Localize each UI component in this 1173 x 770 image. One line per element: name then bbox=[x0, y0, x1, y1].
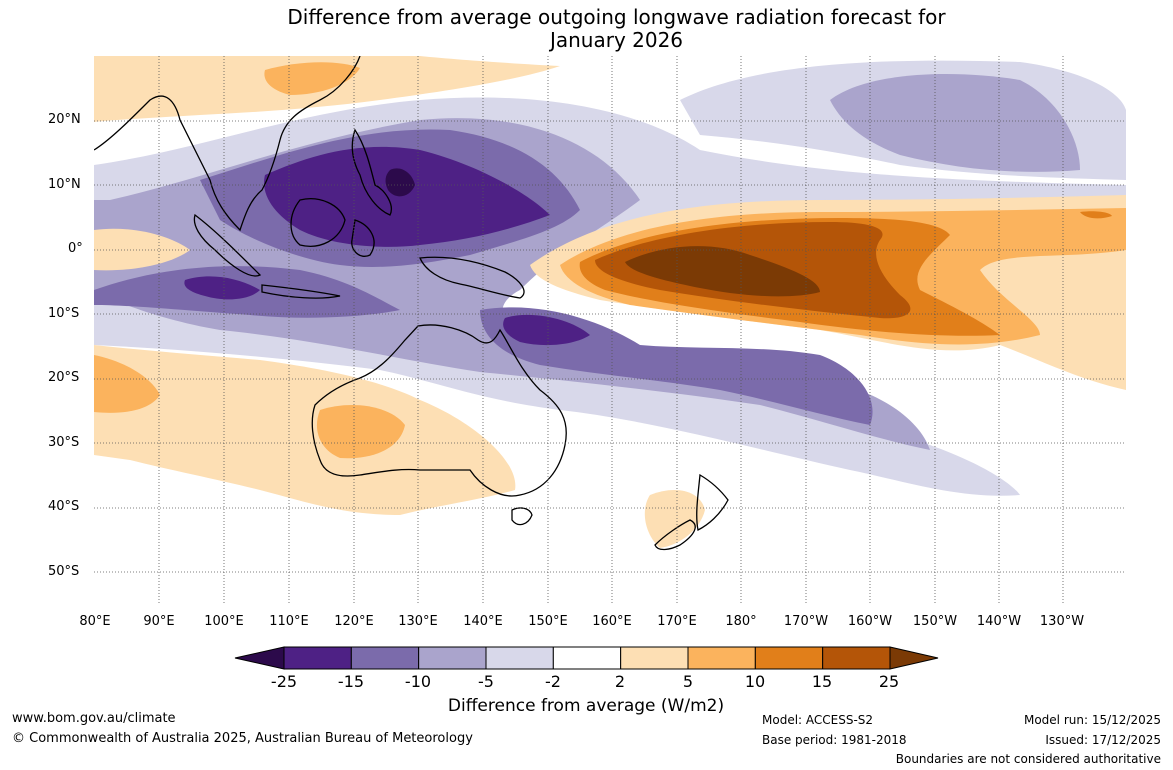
lon-label-150e: 150°E bbox=[528, 614, 568, 629]
colorbar-segment-6 bbox=[620, 646, 689, 670]
map-title-line-2: January 2026 bbox=[549, 28, 684, 52]
australia-coast bbox=[311, 324, 567, 497]
pos-band-light-eq-west bbox=[94, 228, 190, 271]
asia-coast bbox=[94, 56, 361, 232]
tasmania-coast bbox=[511, 507, 533, 526]
colorbar-label: Difference from average (W/m2) bbox=[447, 696, 725, 716]
gridlines bbox=[94, 56, 1126, 605]
lon-label-140e: 140°E bbox=[463, 614, 503, 629]
lon-label-130w: 130°W bbox=[1039, 614, 1085, 629]
footer-website: www.bom.gov.au/climate bbox=[12, 711, 176, 726]
sumatra-coast bbox=[193, 213, 262, 277]
colorbar-tick-6: 2 bbox=[614, 672, 626, 691]
lat-label-20n: 20°N bbox=[48, 112, 81, 127]
neg-core bbox=[264, 146, 550, 247]
anomaly-fields bbox=[94, 56, 1126, 548]
colorbar-tick-8: 10 bbox=[744, 672, 766, 691]
pos-band-medium-indian bbox=[94, 355, 160, 413]
lon-label-120e: 120°E bbox=[334, 614, 374, 629]
lon-label-180: 180° bbox=[725, 614, 757, 629]
philippines-coast bbox=[351, 128, 392, 216]
footer-disclaimer: Boundaries are not considered authoritat… bbox=[895, 752, 1161, 766]
lon-label-130e: 130°E bbox=[398, 614, 438, 629]
colorbar-segment-3 bbox=[418, 646, 487, 670]
neg-band-medium-north bbox=[830, 74, 1080, 172]
colorbar-segment-1 bbox=[283, 646, 352, 670]
neg-extreme bbox=[385, 168, 415, 197]
colorbar-tick-3: -10 bbox=[404, 672, 432, 691]
pos-band-light-nz bbox=[644, 490, 705, 548]
footer-model: Model: ACCESS-S2 bbox=[762, 713, 874, 727]
colorbar-segment-8 bbox=[754, 646, 824, 670]
footer-model-run: Model run: 15/12/2025 bbox=[1023, 713, 1161, 727]
lon-label-100e: 100°E bbox=[204, 614, 244, 629]
lat-label-10n: 10°N bbox=[48, 177, 81, 192]
footer-issued: Issued: 17/12/2025 bbox=[1045, 733, 1161, 747]
colorbar-segment-2 bbox=[350, 646, 420, 670]
lon-label-110e: 110°E bbox=[269, 614, 309, 629]
new-zealand-south bbox=[654, 519, 696, 551]
colorbar-segments bbox=[283, 646, 891, 670]
lat-label-40s: 40°S bbox=[48, 499, 80, 514]
lat-label-0: 0° bbox=[68, 241, 83, 256]
colorbar-segment-4 bbox=[485, 646, 554, 670]
colorbar-tick-1: -25 bbox=[270, 672, 298, 691]
colorbar-segment-9 bbox=[822, 646, 891, 670]
lon-label-170e: 170°E bbox=[657, 614, 697, 629]
neg-core-coral-sea bbox=[503, 314, 590, 346]
lon-label-160w: 160°W bbox=[847, 614, 893, 629]
pos-band-medium-australia bbox=[316, 405, 405, 459]
lat-label-20s: 20°S bbox=[48, 370, 80, 385]
lat-label-50s: 50°S bbox=[48, 564, 80, 579]
colorbar-extend-high bbox=[889, 646, 939, 670]
lon-label-150w: 150°W bbox=[912, 614, 958, 629]
pos-band-medium-north bbox=[264, 62, 360, 95]
coastlines bbox=[94, 56, 729, 551]
lon-label-160e: 160°E bbox=[592, 614, 632, 629]
colorbar-segment-5 bbox=[552, 646, 622, 670]
sulawesi-coast bbox=[351, 219, 375, 257]
pos-core bbox=[625, 246, 820, 297]
colorbar-tick-2: -15 bbox=[337, 672, 365, 691]
lon-label-80e: 80°E bbox=[79, 614, 111, 629]
lon-label-140w: 140°W bbox=[976, 614, 1022, 629]
colorbar-tick-5: -2 bbox=[545, 672, 561, 691]
footer-copyright: © Commonwealth of Australia 2025, Austra… bbox=[12, 731, 473, 746]
lat-label-30s: 30°S bbox=[48, 435, 80, 450]
lat-label-10s: 10°S bbox=[48, 306, 80, 321]
pos-band-light-indian bbox=[94, 345, 516, 515]
new-zealand-north bbox=[696, 473, 729, 531]
new-guinea-coast bbox=[419, 256, 525, 299]
colorbar-segment-7 bbox=[687, 646, 756, 670]
colorbar-tick-9: 15 bbox=[811, 672, 833, 691]
java-coast bbox=[261, 284, 341, 299]
colorbar-tick-10: 25 bbox=[878, 672, 900, 691]
borneo-coast bbox=[290, 198, 346, 247]
colorbar-tick-7: 5 bbox=[682, 672, 694, 691]
footer-base-period: Base period: 1981-2018 bbox=[762, 733, 907, 747]
map-title-line-1: Difference from average outgoing longwav… bbox=[287, 5, 946, 29]
colorbar-extend-low bbox=[234, 646, 285, 670]
lon-label-170w: 170°W bbox=[783, 614, 829, 629]
colorbar-tick-4: -5 bbox=[478, 672, 494, 691]
pos-band-strong-east bbox=[1080, 211, 1112, 219]
lon-label-90e: 90°E bbox=[143, 614, 175, 629]
colorbar bbox=[234, 646, 939, 670]
neg-core-south bbox=[184, 276, 260, 300]
